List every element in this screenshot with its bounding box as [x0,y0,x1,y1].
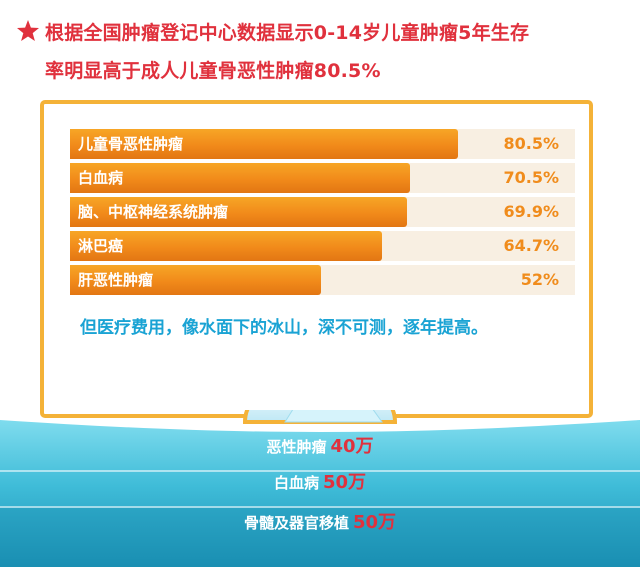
bar-label: 肝恶性肿瘤 [78,271,154,289]
bar-value-label: 69.9% [503,202,559,221]
bar [70,231,382,261]
cost-label: 骨髓及器官移植 [243,514,349,532]
cost-label: 恶性肿瘤 [266,438,327,456]
heading-line-2: 率明显高于成人儿童骨恶性肿瘤80.5% [45,60,381,82]
bar-row: 肝恶性肿瘤 52% [70,265,575,295]
heading-line-1: 根据全国肿瘤登记中心数据显示0-14岁儿童肿瘤5年生存 [45,22,530,44]
bar-row: 儿童骨恶性肿瘤 80.5% [70,129,575,159]
cost-label: 白血病 [273,474,319,492]
bar [70,163,410,193]
bar-label: 脑、中枢神经系统肿瘤 [78,203,229,221]
bar-value-label: 70.5% [503,168,559,187]
bar-value-label: 64.7% [503,236,559,255]
bar [70,265,321,295]
bar-label: 儿童骨恶性肿瘤 [78,135,184,153]
bar-value-label: 52% [520,270,559,289]
bar [70,197,407,227]
bar-label: 白血病 [78,169,124,187]
star-icon [17,20,39,41]
cost-value: 50万 [322,472,367,493]
bar-row: 淋巴癌 64.7% [70,231,575,261]
cost-value: 40万 [330,436,374,457]
bar [70,129,458,159]
caption: 但医疗费用，像水面下的冰山，深不可测，逐年提高。 [80,318,488,338]
cost-row-malignant: 恶性肿瘤 40万 [0,432,640,458]
cost-row-transplant: 骨髓及器官移植 50万 [0,508,640,534]
iceberg-illustration [0,410,640,567]
bar-row: 白血病 70.5% [70,163,575,193]
cost-value: 50万 [352,512,397,533]
bar-label: 淋巴癌 [78,237,124,255]
bar-row: 脑、中枢神经系统肿瘤 69.9% [70,197,575,227]
cost-row-leukemia: 白血病 50万 [0,468,640,494]
bar-value-label: 80.5% [503,134,559,153]
